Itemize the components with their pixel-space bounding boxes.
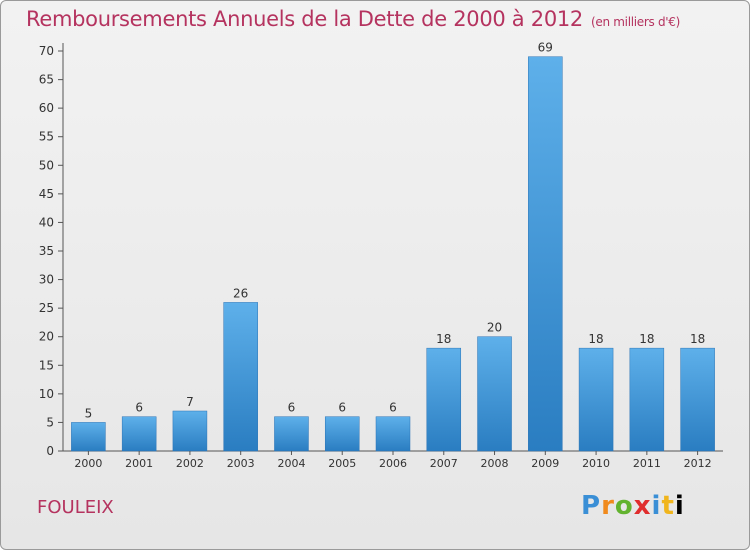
- x-tick-label: 2009: [531, 457, 559, 470]
- bar-value-label: 6: [338, 401, 346, 415]
- bar: [477, 336, 512, 452]
- y-tick-label: 15: [39, 358, 54, 372]
- bar: [172, 410, 208, 452]
- chart-title-text: Remboursements Annuels de la Dette de 20…: [26, 7, 583, 31]
- x-tick-label: 2005: [328, 457, 356, 470]
- bar-value-label: 18: [639, 332, 654, 346]
- y-tick-label: 60: [39, 101, 54, 115]
- bar-value-label: 18: [436, 332, 451, 346]
- bar: [71, 422, 106, 452]
- bar: [629, 347, 665, 452]
- y-tick-label: 35: [39, 244, 54, 258]
- y-tick-label: 55: [39, 130, 54, 144]
- bar: [375, 416, 411, 452]
- y-tick-label: 45: [39, 187, 54, 201]
- y-tick-label: 0: [46, 444, 54, 458]
- logo-letter: i: [674, 491, 685, 521]
- bar-value-label: 6: [135, 401, 143, 415]
- bar: [426, 347, 462, 452]
- y-tick-label: 25: [39, 301, 54, 315]
- logo-letter: r: [601, 491, 615, 521]
- x-tick-label: 2003: [227, 457, 255, 470]
- bar-value-label: 26: [233, 286, 248, 300]
- bar: [274, 416, 309, 452]
- x-tick-label: 2008: [481, 457, 509, 470]
- chart-title: Remboursements Annuels de la Dette de 20…: [26, 7, 680, 31]
- logo-letter: x: [633, 491, 652, 521]
- y-tick-label: 40: [39, 215, 54, 229]
- x-tick-label: 2000: [74, 457, 102, 470]
- bar: [680, 347, 715, 452]
- x-tick-label: 2002: [176, 457, 204, 470]
- x-tick-label: 2006: [379, 457, 407, 470]
- bar: [324, 416, 360, 452]
- bar-value-label: 20: [487, 321, 502, 335]
- bar: [578, 347, 614, 452]
- proxiti-logo: Proxiti: [581, 491, 685, 521]
- x-tick-label: 2011: [633, 457, 661, 470]
- y-tick-label: 65: [39, 73, 54, 87]
- logo-letter: t: [661, 491, 675, 521]
- chart-subtitle: (en milliers d'€): [591, 15, 681, 29]
- y-tick-label: 10: [39, 387, 54, 401]
- bar-value-label: 5: [85, 406, 93, 420]
- y-tick-label: 5: [46, 415, 54, 429]
- x-tick-label: 2004: [277, 457, 305, 470]
- bar-value-label: 69: [538, 41, 553, 55]
- bar-value-label: 6: [389, 401, 397, 415]
- x-tick-label: 2001: [125, 457, 153, 470]
- x-tick-label: 2012: [684, 457, 712, 470]
- logo-letter: i: [651, 491, 662, 521]
- bar-value-label: 18: [588, 332, 603, 346]
- x-tick-label: 2007: [430, 457, 458, 470]
- logo-letter: P: [581, 491, 602, 521]
- logo-letter: o: [614, 491, 634, 521]
- y-tick-label: 20: [39, 330, 54, 344]
- bar-value-label: 7: [186, 395, 194, 409]
- y-tick-label: 70: [39, 44, 54, 58]
- bar: [528, 56, 563, 452]
- bar-value-label: 6: [288, 401, 296, 415]
- y-tick-label: 50: [39, 158, 54, 172]
- commune-name: FOULEIX: [37, 497, 114, 518]
- x-tick-label: 2010: [582, 457, 610, 470]
- axes: [62, 43, 723, 452]
- bar: [121, 416, 157, 452]
- bar: [223, 302, 258, 452]
- bar-value-label: 18: [690, 332, 705, 346]
- y-tick-label: 30: [39, 273, 54, 287]
